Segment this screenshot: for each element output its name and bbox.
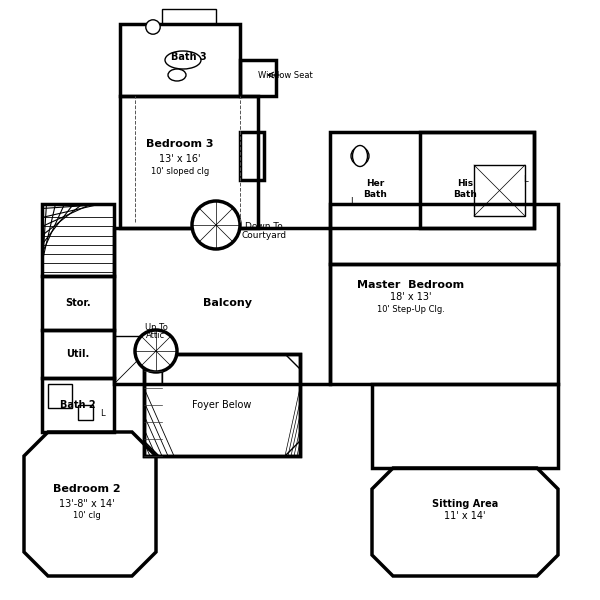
Bar: [372, 384, 558, 468]
Text: 11' x 14': 11' x 14': [444, 511, 486, 521]
Circle shape: [351, 147, 369, 165]
Bar: [42, 204, 114, 276]
Bar: [42, 330, 114, 378]
Text: 10' clg: 10' clg: [73, 511, 101, 520]
Text: Foyer Below: Foyer Below: [193, 400, 251, 410]
Text: Sitting Area: Sitting Area: [432, 499, 498, 509]
Ellipse shape: [353, 145, 367, 166]
Ellipse shape: [165, 51, 201, 69]
Text: Bedroom 3: Bedroom 3: [146, 139, 214, 149]
Bar: [330, 132, 534, 228]
Bar: [78, 405, 93, 420]
Text: Attic: Attic: [146, 331, 166, 340]
Bar: [144, 354, 300, 456]
Text: 18' x 13': 18' x 13': [390, 292, 432, 302]
Text: L: L: [523, 175, 527, 185]
Text: Her
Bath: Her Bath: [363, 179, 387, 199]
Text: Balcony: Balcony: [203, 298, 253, 308]
Text: L: L: [100, 409, 104, 419]
Bar: [330, 204, 558, 264]
Ellipse shape: [168, 69, 186, 81]
Bar: [240, 60, 276, 96]
Bar: [120, 96, 258, 228]
Circle shape: [135, 330, 177, 372]
Text: 13' x 16': 13' x 16': [159, 154, 201, 164]
Bar: [42, 276, 114, 330]
Bar: [120, 24, 240, 96]
Text: Stor.: Stor.: [65, 298, 91, 308]
Text: Bath 2: Bath 2: [60, 400, 96, 410]
Bar: [240, 132, 264, 180]
Bar: [42, 378, 114, 432]
Text: Up To: Up To: [145, 323, 167, 331]
Text: Bedroom 2: Bedroom 2: [53, 484, 121, 494]
Bar: [474, 165, 525, 216]
Bar: [114, 336, 162, 384]
Bar: [330, 264, 558, 384]
Text: Util.: Util.: [67, 349, 89, 359]
Text: Down To: Down To: [245, 221, 283, 230]
Text: Window Seat: Window Seat: [257, 70, 313, 79]
Text: 13'-8" x 14': 13'-8" x 14': [59, 499, 115, 509]
Circle shape: [146, 20, 160, 34]
Circle shape: [192, 201, 240, 249]
Text: Master  Bedroom: Master Bedroom: [358, 280, 464, 290]
Text: Bath 3: Bath 3: [171, 52, 207, 62]
Text: His
Bath: His Bath: [453, 179, 477, 199]
Bar: [114, 228, 330, 384]
Bar: [420, 132, 534, 228]
Bar: [162, 9, 216, 24]
Bar: [144, 354, 300, 456]
Bar: [48, 384, 72, 408]
Text: 10' sloped clg: 10' sloped clg: [151, 166, 209, 175]
Text: L: L: [350, 196, 355, 205]
Text: 10' Step-Up Clg.: 10' Step-Up Clg.: [377, 304, 445, 313]
Text: Courtyard: Courtyard: [241, 230, 287, 239]
